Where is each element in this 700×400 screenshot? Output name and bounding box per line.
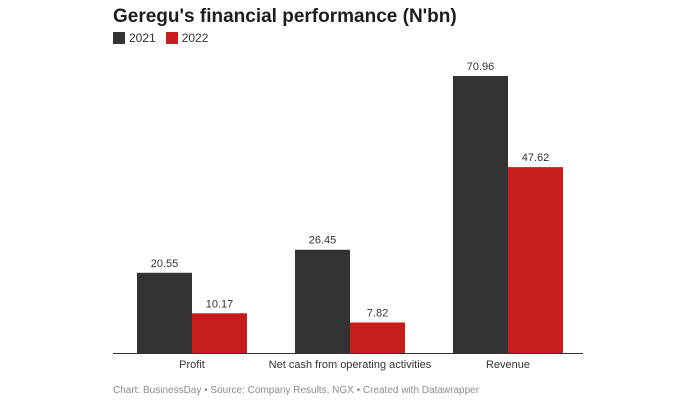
- legend-item-2022: 2022: [165, 31, 209, 45]
- value-label-2021-1: 26.45: [309, 235, 337, 247]
- chart-title: Geregu's financial performance (N'bn): [113, 6, 457, 27]
- x-tick-label-2: Revenue: [486, 359, 530, 371]
- value-label-2021-0: 20.55: [151, 258, 179, 270]
- value-label-2022-0: 10.17: [206, 298, 234, 310]
- legend-swatch-2022: [165, 32, 178, 44]
- value-label-2021-2: 70.96: [467, 61, 495, 73]
- bar-2022-0: [192, 313, 247, 353]
- value-label-2022-1: 7.82: [367, 307, 388, 319]
- bar-2022-2: [508, 167, 563, 353]
- bar-2021-1: [295, 249, 350, 353]
- bar-2021-2: [453, 76, 508, 353]
- legend: 2021 2022: [113, 31, 218, 45]
- chart-footer: Chart: BusinessDay • Source: Company Res…: [113, 385, 480, 396]
- bar-2021-0: [137, 272, 192, 353]
- x-tick-label-0: Profit: [179, 359, 205, 371]
- legend-item-2021: 2021: [113, 31, 156, 45]
- legend-swatch-2021: [113, 32, 125, 44]
- legend-label-2022: 2022: [181, 31, 209, 45]
- value-label-2022-2: 47.62: [522, 152, 550, 164]
- x-tick-label-1: Net cash from operating activities: [269, 359, 432, 371]
- legend-label-2021: 2021: [129, 31, 156, 45]
- bar-2022-1: [350, 322, 405, 353]
